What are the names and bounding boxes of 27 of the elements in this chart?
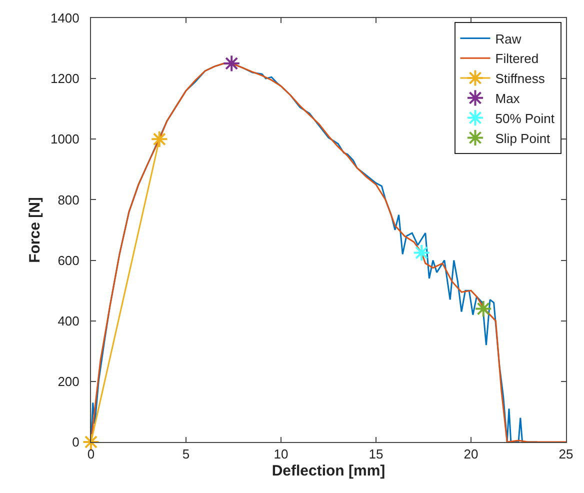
- y-tick-label: 800: [58, 192, 80, 208]
- x-tick-label: 10: [274, 446, 288, 462]
- x-tick-label: 20: [464, 446, 478, 462]
- point: [412, 244, 430, 262]
- x-tick-label: 15: [368, 446, 384, 462]
- legend-label: Stiffness: [495, 71, 546, 86]
- x-tick-label: 5: [182, 446, 190, 462]
- legend-label: Filtered: [495, 51, 539, 66]
- point: [222, 54, 240, 72]
- y-tick-label: 1400: [50, 10, 80, 26]
- point: [474, 300, 492, 318]
- y-tick-label: 200: [58, 374, 80, 389]
- x-tick-label: 0: [87, 446, 95, 462]
- legend-label: Raw: [495, 31, 522, 46]
- x-tick-label: 25: [558, 446, 574, 462]
- legend-label: Max: [495, 90, 520, 106]
- x-axis-title: Deflection [mm]: [272, 462, 386, 480]
- y-axis-title: Force [N]: [26, 197, 44, 263]
- legend-label: Slip Point: [495, 130, 551, 146]
- legend-label: 50% Point: [495, 110, 555, 126]
- y-tick-label: 1000: [50, 132, 80, 147]
- point: [150, 130, 168, 148]
- point: [82, 433, 100, 451]
- y-tick-label: 400: [58, 313, 80, 328]
- y-tick-label: 600: [58, 252, 80, 268]
- y-tick-label: 1200: [50, 71, 80, 86]
- y-tick-label: 0: [72, 434, 80, 450]
